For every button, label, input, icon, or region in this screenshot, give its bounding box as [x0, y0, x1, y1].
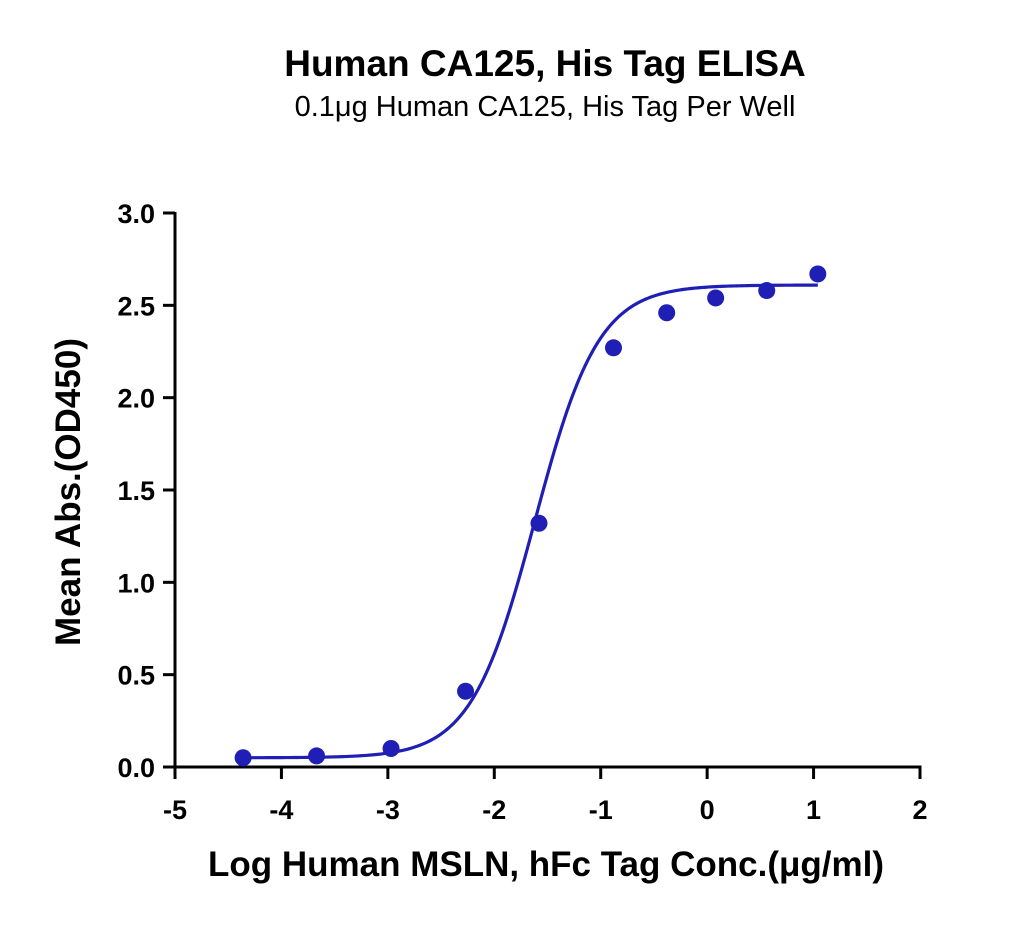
x-tick-label: -3 [376, 795, 400, 825]
chart-subtitle: 0.1μg Human CA125, His Tag Per Well [295, 91, 796, 123]
y-tick-label: 1.5 [117, 476, 155, 506]
data-point [758, 282, 776, 300]
y-tick-label: 2.5 [117, 291, 155, 321]
y-tick-label: 0.0 [117, 753, 155, 783]
y-tick-label: 2.0 [117, 384, 155, 414]
y-tick-label: 3.0 [117, 199, 155, 229]
data-point [308, 747, 326, 765]
x-tick-label: 1 [806, 795, 821, 825]
data-point [809, 265, 827, 283]
x-tick-label: -1 [589, 795, 613, 825]
y-tick-label: 1.0 [117, 568, 155, 598]
data-points-layer [234, 265, 827, 767]
fit-curve [243, 283, 818, 760]
x-tick-label: 0 [700, 795, 715, 825]
data-point [457, 682, 475, 700]
y-axis-title: Mean Abs.(OD450) [49, 338, 88, 646]
x-tick-label: -5 [163, 795, 187, 825]
y-tick-label: 0.5 [117, 661, 155, 691]
data-point [658, 304, 676, 322]
x-tick-label: 2 [912, 795, 927, 825]
data-point [382, 740, 400, 758]
data-point [604, 339, 622, 357]
data-point [707, 289, 725, 307]
x-tick-label: -2 [482, 795, 506, 825]
fit-curve-layer [243, 283, 818, 760]
data-point [234, 749, 252, 767]
x-tick-label: -4 [269, 795, 293, 825]
chart-title: Human CA125, His Tag ELISA [284, 43, 806, 84]
x-axis-title: Log Human MSLN, hFc Tag Conc.(μg/ml) [208, 845, 884, 884]
data-point [530, 514, 548, 532]
chart-axes: -5 -4 -3 -2 -1 0 1 2 0.0 0.5 1.0 1.5 2.0 2.5 3.0 [117, 199, 927, 825]
